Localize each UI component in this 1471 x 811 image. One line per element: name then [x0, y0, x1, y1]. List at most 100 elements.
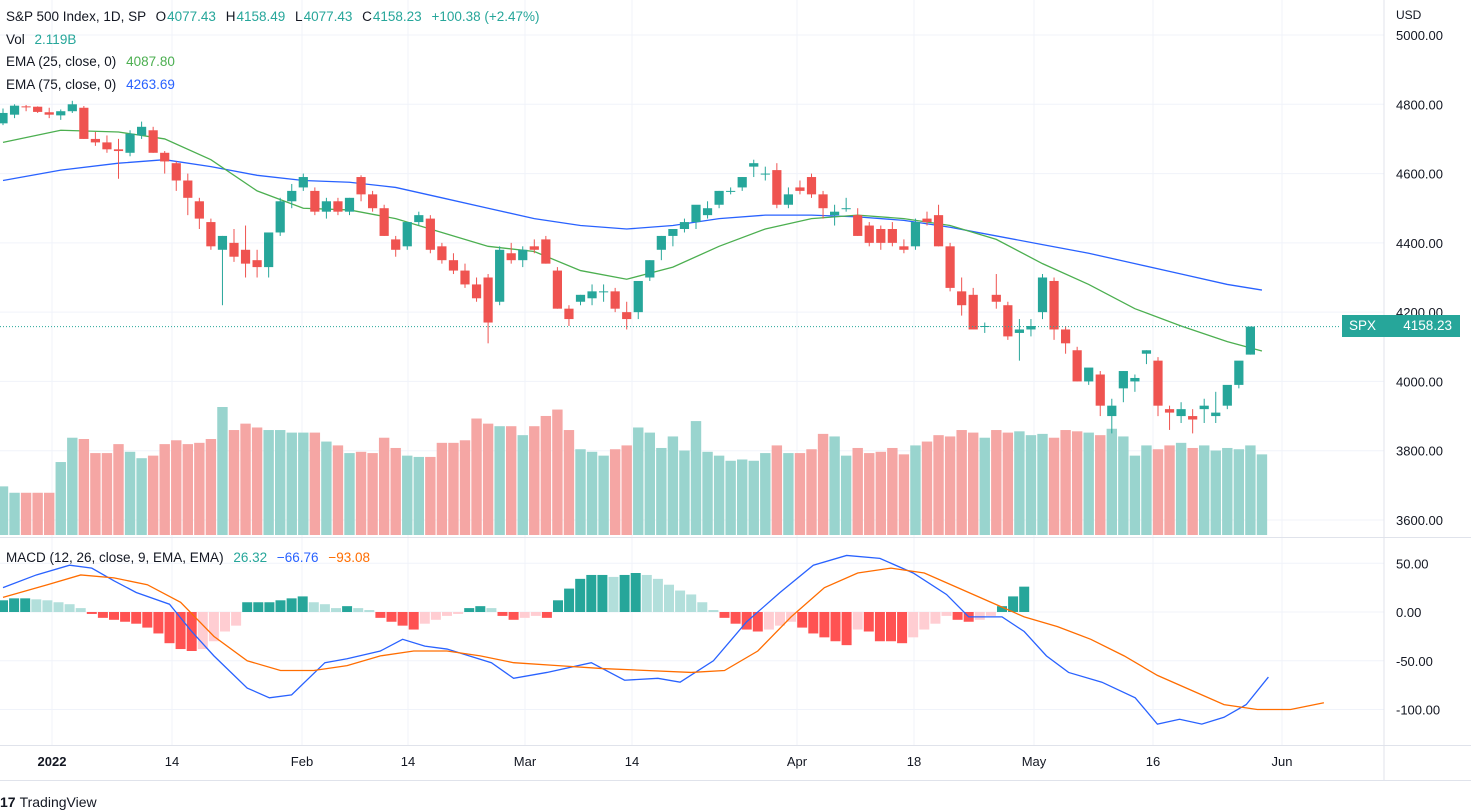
chart-title: S&P 500 Index, 1D, SP	[6, 9, 146, 24]
volume-bar	[263, 430, 274, 535]
time-tick-label: 2022	[38, 754, 67, 769]
macd-histogram-bar	[1019, 586, 1030, 612]
volume-bar	[517, 435, 528, 535]
macd-histogram-bar	[808, 612, 819, 634]
volume-bar	[1048, 437, 1060, 535]
volume-bar	[217, 407, 228, 535]
macd-histogram-bar	[775, 612, 785, 626]
candle-body	[806, 177, 817, 195]
candle-body	[1026, 326, 1036, 330]
volume-bar	[771, 445, 783, 535]
volume-bar	[921, 441, 933, 535]
macd-histogram-bar	[442, 612, 452, 616]
volume-bar	[1210, 450, 1221, 535]
candle-body	[541, 239, 551, 264]
macd-histogram-bar	[97, 612, 108, 618]
time-tick-label: Jun	[1272, 754, 1293, 769]
macd-histogram-bar	[386, 612, 397, 622]
candle-body	[529, 246, 539, 250]
price-tick-label: 3600.00	[1396, 513, 1443, 528]
volume-bar	[1060, 430, 1071, 535]
volume-bar	[563, 430, 575, 535]
macd-histogram-bar	[464, 608, 475, 612]
candle-body	[818, 194, 828, 209]
volume-bar	[459, 440, 471, 535]
volume-bar	[1175, 442, 1187, 535]
volume-bar	[991, 430, 1002, 535]
candle-body	[79, 107, 89, 139]
volume-bar	[482, 423, 494, 535]
candle-body	[56, 111, 66, 116]
volume-bar	[1141, 445, 1152, 535]
macd-histogram-bar	[553, 600, 563, 612]
time-tick-label: 18	[907, 754, 921, 769]
volume-value: 2.119B	[34, 32, 77, 47]
macd-histogram-bar	[208, 612, 219, 642]
tick-labels: 5000.004800.004600.004400.004200.004000.…	[38, 28, 1443, 769]
macd-histogram-bar	[874, 612, 885, 642]
candle-body	[125, 133, 135, 153]
volume-bar	[944, 436, 956, 535]
candle-body	[749, 163, 759, 167]
macd-histogram-bar	[741, 612, 752, 630]
volume-bar	[9, 492, 20, 535]
macd-histogram-bar	[408, 612, 419, 630]
candle-body	[1118, 371, 1128, 389]
macd-histogram-bar	[164, 612, 175, 644]
candle-body	[471, 284, 482, 299]
volume-legend: Vol 2.119B	[6, 32, 76, 48]
candle-body	[679, 222, 690, 229]
macd-histogram-bar	[597, 574, 608, 612]
volume-bar	[0, 486, 9, 535]
low-value: 4077.43	[303, 9, 353, 24]
macd-histogram-bar	[686, 594, 697, 612]
candle-body	[483, 277, 493, 323]
volume-bar	[159, 444, 170, 535]
volume-bar	[205, 439, 217, 535]
volume-bar	[621, 445, 632, 535]
candle-body	[1153, 360, 1163, 406]
volume-bar	[1222, 447, 1233, 535]
candle-body	[622, 312, 632, 320]
volume-bar	[344, 453, 355, 535]
macd-histogram-bar	[519, 612, 530, 618]
volume-bar	[332, 445, 344, 535]
tradingview-watermark[interactable]: 17 TradingView	[0, 794, 97, 810]
macd-histogram-bar	[941, 612, 952, 616]
volume-bar	[124, 451, 136, 535]
candle-body	[645, 260, 655, 278]
candle-body	[945, 246, 955, 288]
price-tick-label: 5000.00	[1396, 28, 1443, 43]
macd-histogram-bar	[42, 600, 53, 612]
close-value: 4158.23	[372, 9, 422, 24]
volume-bar	[90, 453, 101, 535]
volume-bar	[1199, 445, 1210, 535]
low-label: L	[295, 9, 303, 24]
macd-histogram-bar	[486, 608, 497, 612]
volume-bar	[182, 444, 193, 535]
candle-body	[148, 130, 158, 153]
macd-histogram-bar	[586, 574, 597, 612]
candle-body	[368, 194, 378, 209]
volume-bar	[147, 455, 159, 535]
macd-histogram-bar	[952, 612, 963, 620]
macd-histogram-bar	[664, 584, 674, 612]
candle-body	[9, 105, 20, 115]
volume-bar	[194, 442, 205, 535]
macd-histogram-bar	[908, 612, 919, 638]
volume-bar	[494, 426, 505, 535]
candle-body	[0, 112, 8, 124]
volume-bar	[794, 453, 806, 535]
macd-histogram-bar	[530, 612, 541, 616]
volume-bar	[898, 454, 910, 535]
candle-body	[760, 173, 770, 175]
macd-histogram-bar	[131, 612, 142, 624]
volume-bar	[240, 423, 251, 535]
macd-histogram-bar	[342, 606, 353, 612]
macd-legend: MACD (12, 26, close, 9, EMA, EMA) 26.32 …	[6, 550, 370, 566]
candle-body	[356, 177, 366, 195]
volume-bar	[910, 445, 921, 535]
candle-body	[726, 190, 736, 192]
volume-bar	[633, 427, 644, 535]
